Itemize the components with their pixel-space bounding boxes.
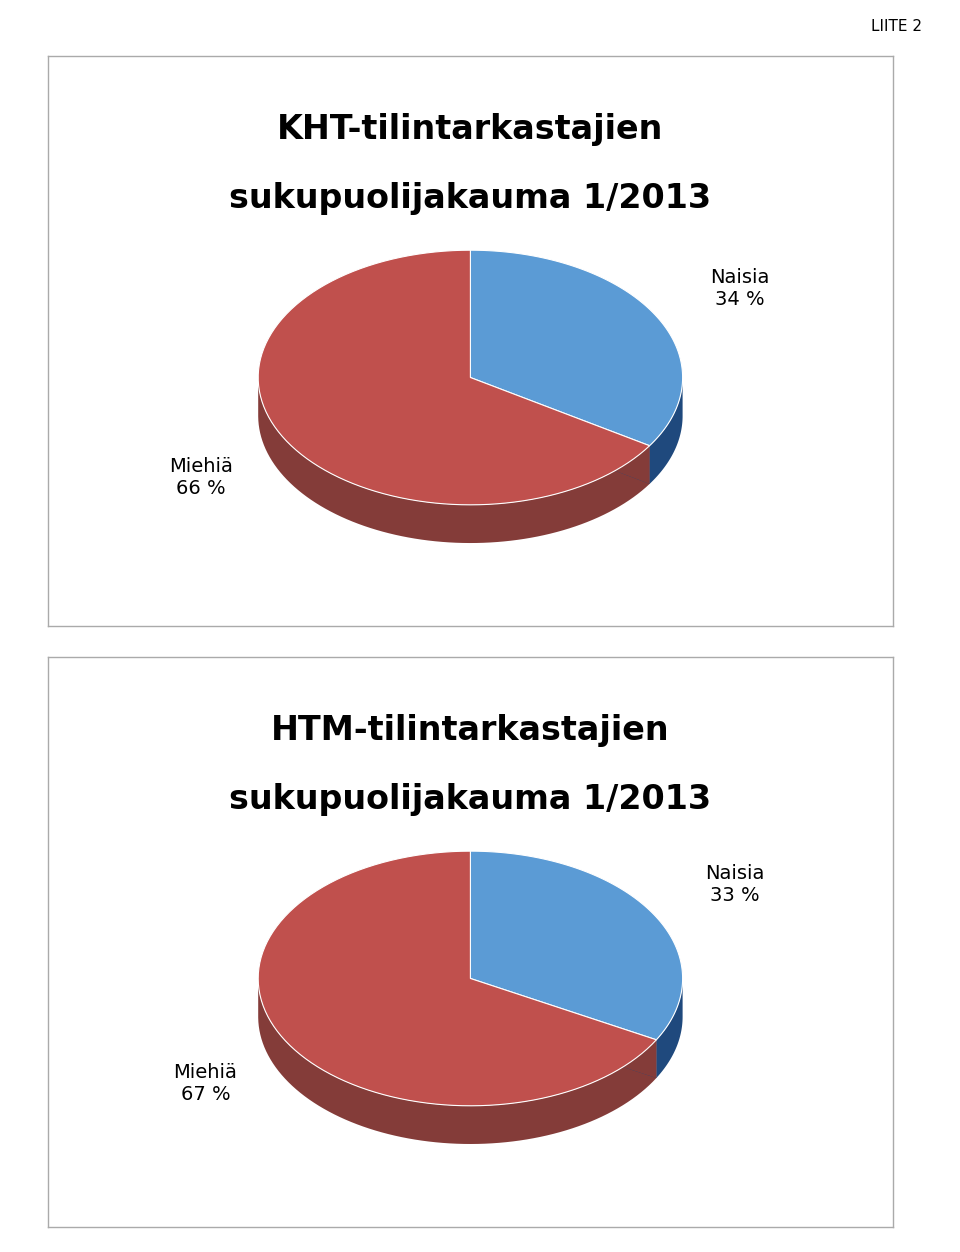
- Text: sukupuolijakauma 1/2013: sukupuolijakauma 1/2013: [229, 782, 711, 815]
- Text: sukupuolijakauma 1/2013: sukupuolijakauma 1/2013: [229, 182, 711, 214]
- Text: KHT-tilintarkastajien: KHT-tilintarkastajien: [277, 114, 663, 146]
- Text: Miehiä
66 %: Miehiä 66 %: [169, 457, 232, 498]
- Polygon shape: [258, 979, 657, 1144]
- Polygon shape: [258, 250, 650, 505]
- Text: Naisia
33 %: Naisia 33 %: [706, 864, 765, 905]
- Polygon shape: [657, 979, 683, 1078]
- Text: LIITE 2: LIITE 2: [871, 19, 922, 34]
- Polygon shape: [650, 379, 683, 485]
- Polygon shape: [470, 378, 650, 485]
- Polygon shape: [470, 979, 657, 1078]
- Polygon shape: [258, 851, 657, 1106]
- Polygon shape: [470, 851, 683, 1040]
- Polygon shape: [258, 378, 650, 543]
- Text: Naisia
34 %: Naisia 34 %: [710, 268, 770, 309]
- Text: Miehiä
67 %: Miehiä 67 %: [174, 1063, 237, 1104]
- Polygon shape: [470, 979, 657, 1078]
- Text: HTM-tilintarkastajien: HTM-tilintarkastajien: [271, 714, 670, 747]
- Polygon shape: [470, 378, 650, 485]
- Polygon shape: [470, 250, 683, 446]
